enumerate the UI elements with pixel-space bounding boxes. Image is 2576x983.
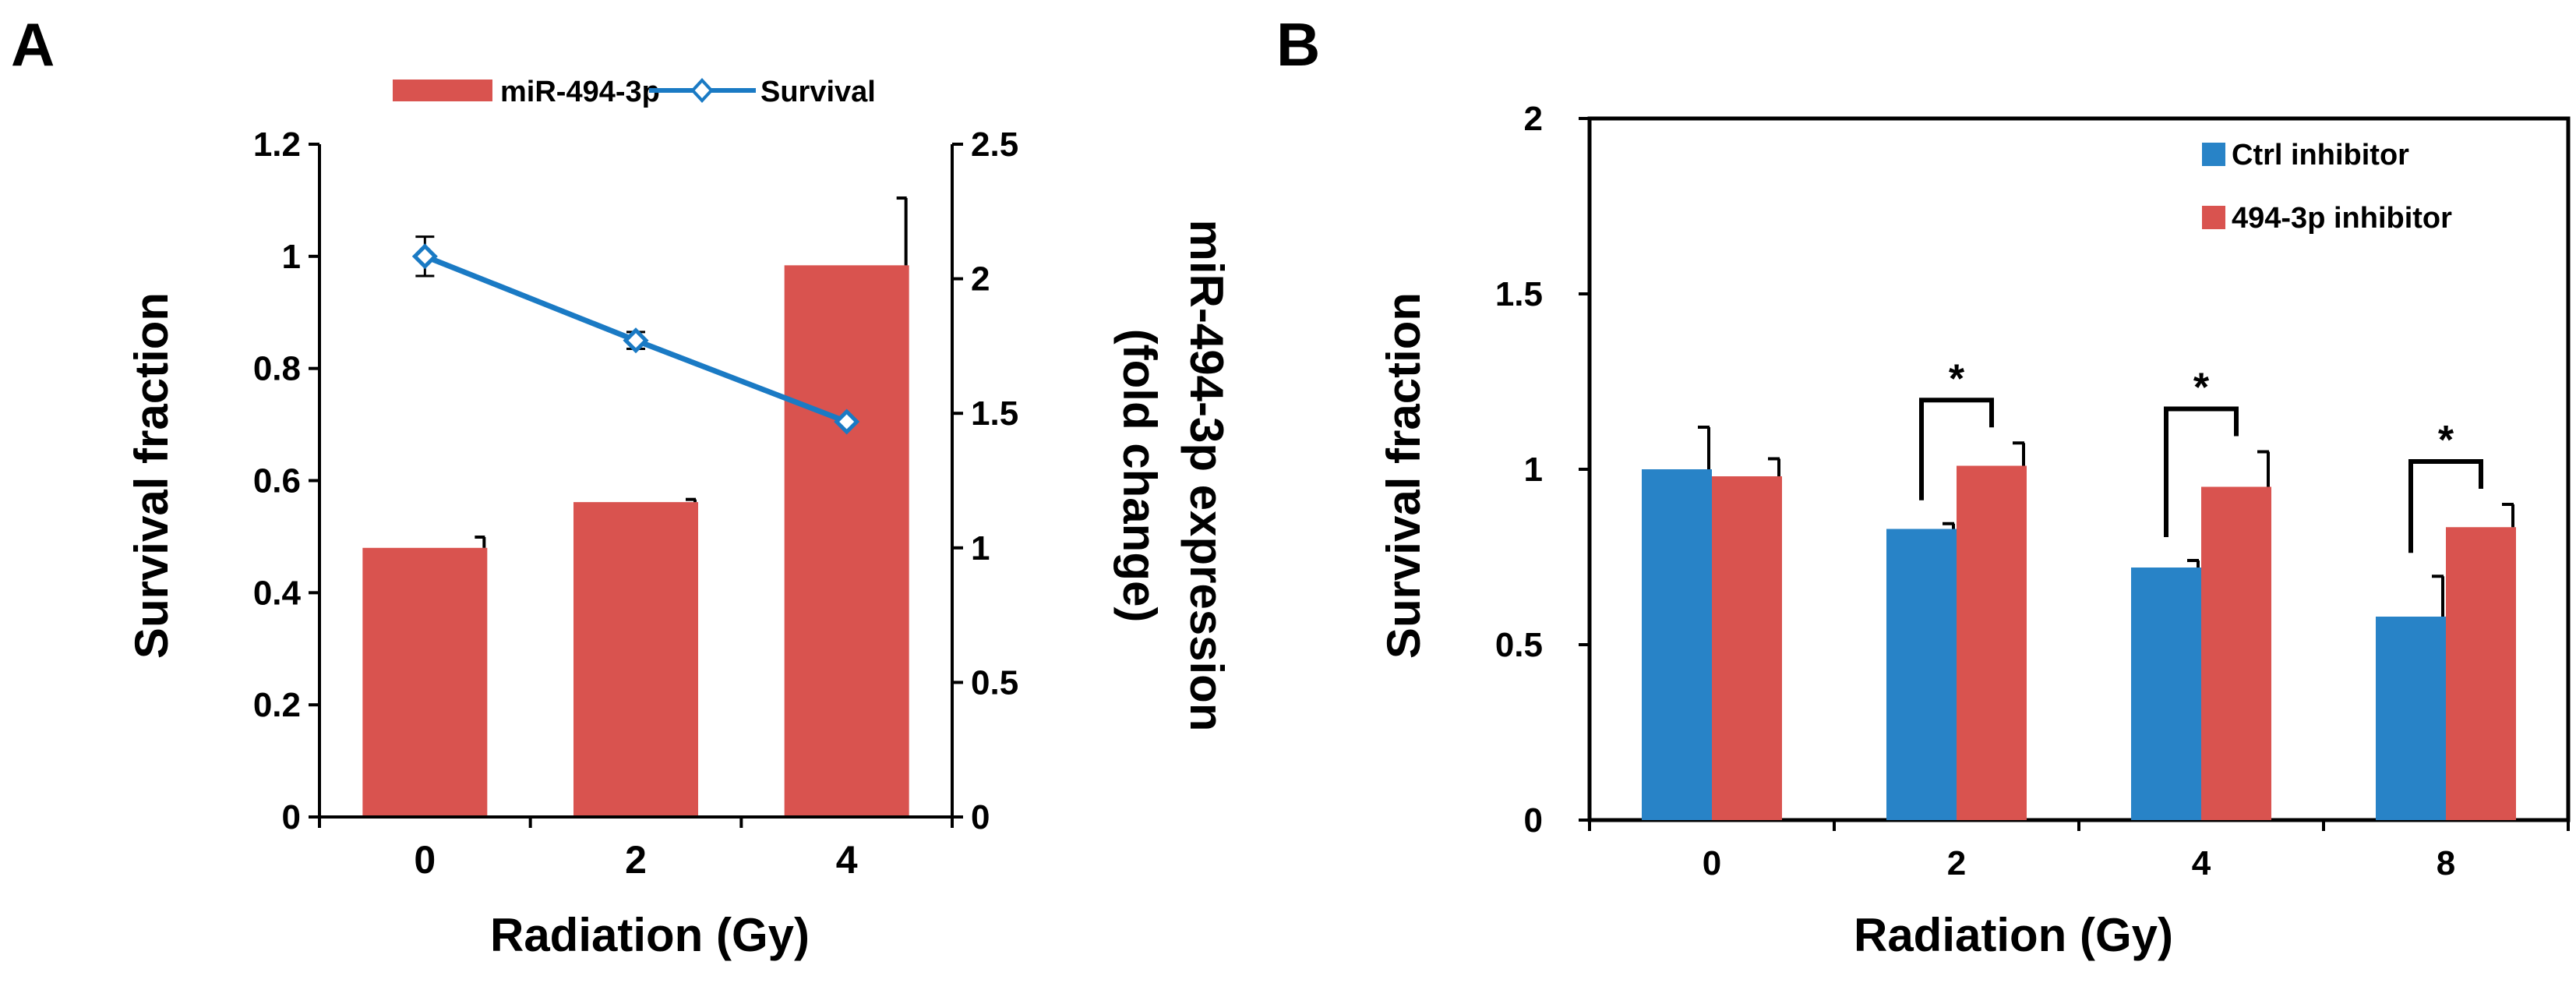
bar-494-3p-inhibitor-4gy: [2201, 486, 2271, 820]
panel-a-ylabel: Survival fraction: [125, 292, 178, 659]
panel-a-ytick-label: 0.8: [253, 350, 301, 388]
panel-a-y2tick-label: 1.5: [971, 394, 1018, 433]
legend-swatch-ctrl: [2202, 143, 2225, 166]
panel-b-xtick-label: 0: [1703, 844, 1721, 882]
panel-a-y2tick-label: 0.5: [971, 663, 1018, 702]
panel-b-ytick-label: 1: [1524, 451, 1543, 489]
panel-a-bars: [362, 196, 909, 818]
bar-ctrl-inhibitor-0gy: [1642, 469, 1712, 820]
panel-b-ytick-label: 0: [1524, 801, 1543, 840]
panel-a-y2tick-label: 2.5: [971, 126, 1018, 164]
panel-a-label: A: [11, 10, 55, 79]
panel-b-ytick-label: 0.5: [1495, 626, 1543, 664]
panel-b-bars: [1642, 426, 2516, 820]
panel-b-label: B: [1276, 10, 1320, 79]
bar-mir-494-3p-2gy: [573, 502, 698, 817]
legend-label-survival: Survival: [760, 76, 876, 108]
significance-star: *: [2193, 366, 2210, 411]
bar-494-3p-inhibitor-0gy: [1712, 476, 1782, 820]
bar-494-3p-inhibitor-8gy: [2446, 527, 2516, 820]
point-survival-2gy: [623, 327, 649, 354]
panel-a-xtick-label: 2: [625, 838, 647, 882]
bar-mir-494-3p-4gy: [784, 265, 909, 818]
bar-mir-494-3p-0gy: [362, 547, 488, 817]
panel-a-ytick-label: 1.2: [253, 126, 301, 164]
significance-bracket: [2408, 459, 2483, 553]
panel-b-legend: Ctrl inhibitor 494-3p inhibitor: [2202, 139, 2452, 235]
panel-a-xtick-label: 4: [836, 838, 858, 882]
panel-b: B Ctrl inhibitor 494-3p inhibitor 0 0.5 1 1…: [1276, 10, 2571, 961]
panel-a-xtick-label: 0: [414, 838, 436, 882]
panel-b-xtick-label: 8: [2437, 844, 2455, 882]
panel-a-ytick-label: 0.6: [253, 462, 301, 500]
panel-a-y2label-line2: (fold change): [1113, 329, 1166, 623]
panel-a-axes: 0 0.2 0.4 0.6 0.8 1 1.2 0 0.5 1 1.5 2 2.5 0 2 4: [253, 126, 1018, 882]
significance-star: *: [2438, 418, 2454, 463]
panel-a-y2tick-label: 1: [971, 529, 990, 568]
legend-swatch-494: [2202, 206, 2225, 229]
panel-a-ytick-label: 1: [282, 238, 301, 276]
panel-a: A miR-494-3p Survival 00.20.40.60.811.20…: [11, 10, 1233, 961]
panel-b-ylabel: Survival fraction: [1378, 292, 1430, 659]
significance-star: *: [1949, 356, 1965, 401]
panel-a-line: [411, 235, 860, 435]
legend-marker-survival: [690, 78, 714, 103]
panel-a-ytick-label: 0.4: [253, 574, 302, 612]
significance-bracket: [1919, 398, 1994, 500]
point-survival-4gy: [834, 408, 860, 435]
legend-swatch-mir: [393, 80, 492, 101]
legend-label-mir: miR-494-3p: [500, 76, 660, 108]
legend-label-494: 494-3p inhibitor: [2232, 202, 2452, 235]
bar-494-3p-inhibitor-2gy: [1957, 465, 2027, 820]
panel-b-xlabel: Radiation (Gy): [1854, 909, 2173, 961]
panel-a-xlabel: Radiation (Gy): [490, 909, 810, 961]
bar-ctrl-inhibitor-2gy: [1886, 529, 1957, 820]
bar-ctrl-inhibitor-4gy: [2131, 568, 2201, 820]
panel-a-y2tick-label: 2: [971, 260, 990, 299]
panel-b-xtick-label: 2: [1947, 844, 1966, 882]
panel-a-legend: miR-494-3p Survival: [393, 76, 876, 108]
panel-a-y2label-line1: miR-494-3p expression: [1180, 220, 1233, 732]
panel-b-ytick-label: 2: [1524, 100, 1543, 138]
panel-b-significance: * * *: [1919, 356, 2483, 553]
panel-b-xtick-label: 4: [2192, 844, 2211, 882]
legend-label-ctrl: Ctrl inhibitor: [2232, 139, 2409, 171]
significance-bracket: [2164, 406, 2239, 537]
bar-ctrl-inhibitor-8gy: [2376, 617, 2446, 820]
panel-a-y2tick-label: 0: [971, 798, 990, 836]
panel-b-axes: 0 0.5 1 1.5 2 0 2 4 8: [1495, 100, 2570, 882]
panel-b-ytick-label: 1.5: [1495, 275, 1543, 313]
panel-a-ytick-label: 0: [282, 798, 301, 836]
panel-a-ytick-label: 0.2: [253, 686, 301, 724]
point-survival-0gy: [411, 243, 438, 270]
